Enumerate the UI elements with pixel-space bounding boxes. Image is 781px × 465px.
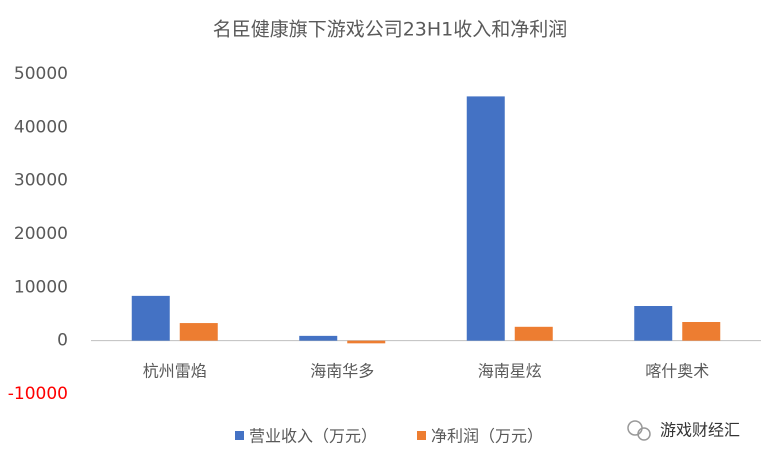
legend-swatch	[417, 431, 426, 440]
bar	[179, 323, 218, 341]
y-tick-label: 10000	[14, 277, 68, 297]
bar	[347, 340, 386, 344]
legend-swatch	[235, 431, 244, 440]
x-tick-label: 喀什奥术	[645, 362, 709, 381]
chart-title: 名臣健康旗下游戏公司23H1收入和净利润	[213, 19, 568, 41]
x-tick-label: 杭州雷焰	[143, 362, 207, 381]
y-tick-label: 30000	[14, 171, 68, 191]
bar	[634, 306, 673, 341]
bar	[131, 295, 170, 341]
y-tick-label: 0	[57, 331, 68, 351]
legend-label: 营业收入（万元）	[249, 427, 377, 446]
x-tick-label: 海南华多	[310, 362, 374, 381]
y-tick-label: -10000	[8, 384, 68, 404]
y-tick-label: 20000	[14, 224, 68, 244]
x-tick-label: 海南星炫	[478, 362, 542, 381]
bar	[299, 335, 338, 341]
watermark-icon	[627, 420, 651, 441]
watermark: 游戏财经汇	[660, 421, 740, 440]
bar	[682, 322, 721, 341]
bar	[466, 96, 505, 341]
y-tick-label: 40000	[14, 117, 68, 137]
bar	[514, 326, 553, 341]
legend-label: 净利润（万元）	[431, 427, 543, 446]
y-tick-label: 50000	[14, 64, 68, 84]
